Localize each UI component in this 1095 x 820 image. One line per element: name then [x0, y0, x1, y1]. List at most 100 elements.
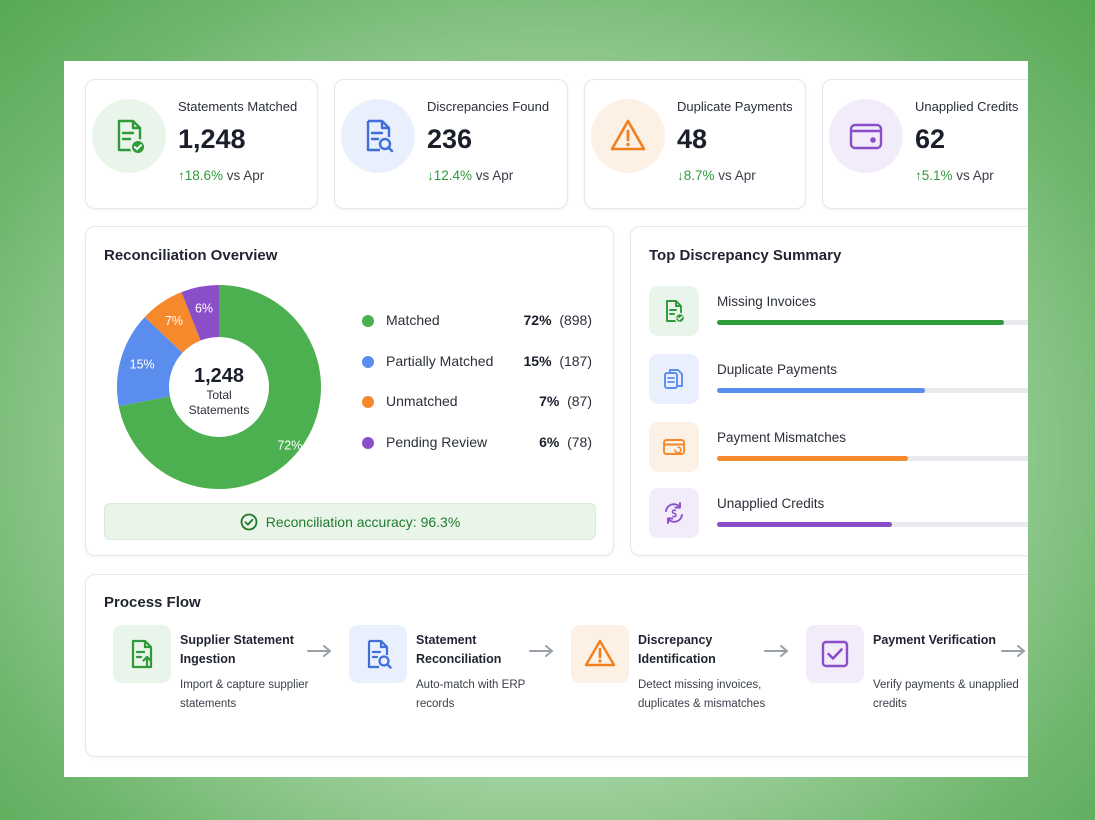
process-flow-card: Process Flow Supplier Statement Ingestio…	[85, 574, 1028, 757]
legend-dot	[362, 396, 374, 408]
arrow-right-icon	[307, 645, 331, 657]
dashboard-panel: Statements Matched 1,248 ↑18.6% vs Apr D…	[64, 61, 1028, 777]
kpi-delta: ↓12.4% vs Apr	[427, 168, 513, 183]
discrepancy-summary-card: Top Discrepancy Summary Missing Invoices	[630, 226, 1028, 556]
legend-item-partially-matched: Partially Matched 15% (187)	[362, 352, 592, 372]
step-description: Auto-match with ERP records	[416, 679, 526, 710]
step-description: Import & capture supplier statements	[180, 679, 309, 710]
warning-triangle-icon	[571, 625, 629, 683]
donut-center-label: Statements	[189, 403, 250, 417]
kpi-card-unapplied-credits[interactable]: Unapplied Credits 62 ↑5.1% vs Apr	[822, 79, 1028, 209]
legend-name: Unmatched	[386, 393, 458, 409]
donut-slice-matched[interactable]	[118, 285, 321, 489]
legend-count: (898)	[559, 312, 592, 328]
step-title: Supplier Statement Ingestion	[180, 633, 294, 666]
kpi-label: Statements Matched	[178, 99, 298, 114]
arrow-up-icon: ↑	[178, 168, 185, 183]
document-search-icon	[341, 99, 415, 173]
kpi-label: Discrepancies Found	[427, 99, 550, 114]
discrepancy-item-unapplied-credits[interactable]: Unapplied Credits	[649, 488, 1028, 544]
kpi-delta-suffix: vs Apr	[714, 168, 756, 183]
process-step-payment-verification[interactable]: Payment Verification Verify payments & u…	[806, 625, 1028, 725]
donut-data-label: 6%	[195, 301, 213, 315]
discrepancy-name: Unapplied Credits	[717, 496, 825, 511]
check-circle-icon	[240, 513, 258, 530]
donut-data-label: 15%	[130, 358, 155, 372]
kpi-delta-pct: 8.7%	[683, 168, 715, 183]
donut-chart: 72% 15% 7% 6% 1,248 Total Statements	[117, 285, 321, 489]
discrepancy-name: Duplicate Payments	[717, 362, 838, 377]
progress-fill	[717, 522, 892, 527]
kpi-value: 1,248	[178, 124, 246, 154]
process-step-ingestion[interactable]: Supplier Statement Ingestion Import & ca…	[113, 625, 343, 725]
progress-fill	[717, 388, 925, 393]
legend-stat: 72% (898)	[524, 312, 593, 328]
arrow-down-icon: ↓	[427, 168, 434, 183]
kpi-label: Unapplied Credits	[915, 99, 1019, 114]
accuracy-banner: Reconciliation accuracy: 96.3%	[104, 503, 596, 540]
donut-center-value: 1,248	[194, 365, 244, 387]
discrepancy-name: Payment Mismatches	[717, 430, 847, 445]
kpi-delta: ↓8.7% vs Apr	[677, 168, 756, 183]
donut-data-label: 7%	[165, 314, 183, 328]
arrow-right-icon	[764, 645, 788, 657]
progress-track	[717, 522, 1028, 527]
arrow-right-icon	[1001, 645, 1025, 657]
warning-triangle-icon	[591, 99, 665, 173]
legend-count: (87)	[567, 393, 592, 409]
progress-fill	[717, 456, 909, 461]
donut-data-label: 72%	[277, 439, 302, 453]
legend-pct: 6%	[539, 434, 560, 450]
discrepancy-item-missing-invoices[interactable]: Missing Invoices	[649, 286, 1028, 342]
donut-slice-pending-review[interactable]	[181, 285, 219, 341]
donut-slice-partially-matched[interactable]	[117, 317, 183, 407]
arrow-down-icon: ↓	[677, 168, 684, 183]
kpi-delta: ↑18.6% vs Apr	[178, 168, 264, 183]
step-title: Payment Verification	[873, 633, 996, 647]
kpi-card-statements-matched[interactable]: Statements Matched 1,248 ↑18.6% vs Apr	[85, 79, 318, 209]
discrepancy-item-duplicate-payments[interactable]: Duplicate Payments	[649, 354, 1028, 410]
process-step-reconciliation[interactable]: Statement Reconciliation Auto-match with…	[349, 625, 579, 725]
section-title: Top Discrepancy Summary	[649, 247, 842, 264]
progress-track	[717, 320, 1028, 325]
document-search-icon	[349, 625, 407, 683]
kpi-card-duplicate-payments[interactable]: Duplicate Payments 48 ↓8.7% vs Apr	[584, 79, 806, 209]
kpi-card-discrepancies-found[interactable]: Discrepancies Found 236 ↓12.4% vs Apr	[334, 79, 568, 209]
legend-pct: 7%	[539, 393, 560, 409]
kpi-delta-suffix: vs Apr	[223, 168, 265, 183]
credit-cycle-icon	[649, 488, 699, 538]
kpi-delta: ↑5.1% vs Apr	[915, 168, 994, 183]
step-description: Detect missing invoices, duplicates & mi…	[638, 679, 766, 710]
document-check-icon	[92, 99, 166, 173]
legend-count: (187)	[559, 353, 592, 369]
legend-name: Partially Matched	[386, 353, 494, 369]
kpi-delta-pct: 12.4%	[433, 168, 473, 183]
legend-stat: 15% (187)	[524, 353, 593, 369]
donut-center-label: Total	[206, 388, 231, 402]
wallet-icon	[829, 99, 903, 173]
documents-copy-icon	[649, 354, 699, 404]
arrow-up-icon: ↑	[915, 168, 922, 183]
section-title: Process Flow	[104, 594, 201, 611]
process-step-discrepancy-identification[interactable]: Discrepancy Identification Detect missin…	[571, 625, 801, 725]
step-description: Verify payments & unapplied credits	[873, 679, 1019, 710]
accuracy-text: Reconciliation accuracy: 96.3%	[265, 513, 461, 530]
discrepancy-item-payment-mismatches[interactable]: Payment Mismatches	[649, 422, 1028, 478]
legend-stat: 7% (87)	[539, 393, 592, 409]
progress-track	[717, 388, 1028, 393]
kpi-label: Duplicate Payments	[677, 99, 793, 114]
discrepancy-name: Missing Invoices	[717, 294, 817, 309]
progress-track	[717, 456, 1028, 461]
legend-pct: 15%	[523, 353, 552, 369]
progress-fill	[717, 320, 1005, 325]
section-title: Reconciliation Overview	[104, 247, 278, 264]
step-title: Statement Reconciliation	[416, 633, 502, 666]
document-upload-icon	[113, 625, 171, 683]
kpi-delta-pct: 5.1%	[921, 168, 953, 183]
legend-name: Matched	[386, 312, 440, 328]
legend-item-pending-review: Pending Review 6% (78)	[362, 433, 592, 453]
kpi-value: 48	[677, 124, 708, 154]
legend-count: (78)	[567, 434, 592, 450]
donut-slice-unmatched[interactable]	[144, 292, 201, 353]
legend-stat: 6% (78)	[539, 434, 592, 450]
